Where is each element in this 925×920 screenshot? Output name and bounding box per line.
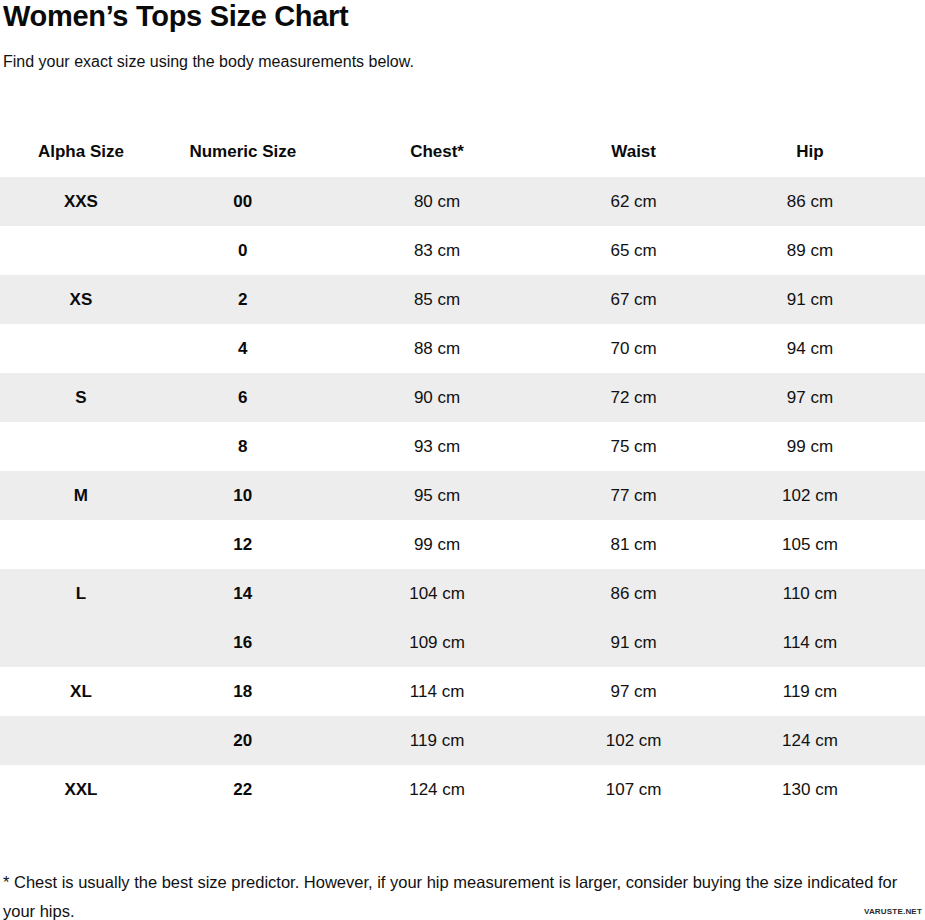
cell-waist: 86 cm	[550, 569, 717, 618]
cell-chest: 95 cm	[324, 471, 551, 520]
table-row: M1095 cm77 cm102 cm	[0, 471, 925, 520]
cell-chest: 119 cm	[324, 716, 551, 765]
cell-chest: 114 cm	[324, 667, 551, 716]
cell-alpha	[0, 422, 162, 471]
cell-waist: 91 cm	[550, 618, 717, 667]
cell-alpha	[0, 324, 162, 373]
cell-hip: 99 cm	[717, 422, 925, 471]
page-title: Women’s Tops Size Chart	[0, 0, 925, 32]
table-row: 893 cm75 cm99 cm	[0, 422, 925, 471]
watermark: VARUSTE.NET	[864, 907, 922, 916]
table-row: 20119 cm102 cm124 cm	[0, 716, 925, 765]
cell-numeric: 0	[162, 226, 324, 275]
cell-numeric: 20	[162, 716, 324, 765]
cell-chest: 109 cm	[324, 618, 551, 667]
cell-alpha: XL	[0, 667, 162, 716]
table-row: 488 cm70 cm94 cm	[0, 324, 925, 373]
cell-waist: 75 cm	[550, 422, 717, 471]
cell-numeric: 4	[162, 324, 324, 373]
cell-hip: 91 cm	[717, 275, 925, 324]
cell-chest: 124 cm	[324, 765, 551, 814]
cell-hip: 110 cm	[717, 569, 925, 618]
table-row: 1299 cm81 cm105 cm	[0, 520, 925, 569]
size-chart-page: Women’s Tops Size Chart Find your exact …	[0, 0, 925, 920]
cell-numeric: 14	[162, 569, 324, 618]
cell-waist: 77 cm	[550, 471, 717, 520]
table-row: XXL22124 cm107 cm130 cm	[0, 765, 925, 814]
cell-hip: 130 cm	[717, 765, 925, 814]
cell-waist: 72 cm	[550, 373, 717, 422]
cell-numeric: 16	[162, 618, 324, 667]
chest-footnote: * Chest is usually the best size predict…	[0, 868, 925, 920]
cell-hip: 86 cm	[717, 177, 925, 226]
cell-alpha: S	[0, 373, 162, 422]
cell-numeric: 18	[162, 667, 324, 716]
cell-waist: 102 cm	[550, 716, 717, 765]
table-row: L14104 cm86 cm110 cm	[0, 569, 925, 618]
cell-numeric: 2	[162, 275, 324, 324]
cell-alpha: XXS	[0, 177, 162, 226]
cell-alpha: M	[0, 471, 162, 520]
column-header-chest: Chest*	[324, 127, 551, 177]
table-row: XL18114 cm97 cm119 cm	[0, 667, 925, 716]
table-row: 083 cm65 cm89 cm	[0, 226, 925, 275]
cell-waist: 62 cm	[550, 177, 717, 226]
column-header-waist: Waist	[550, 127, 717, 177]
cell-chest: 88 cm	[324, 324, 551, 373]
cell-alpha	[0, 226, 162, 275]
column-header-hip: Hip	[717, 127, 925, 177]
cell-waist: 67 cm	[550, 275, 717, 324]
size-table: Alpha SizeNumeric SizeChest*WaistHip XXS…	[0, 127, 925, 814]
cell-numeric: 00	[162, 177, 324, 226]
cell-chest: 99 cm	[324, 520, 551, 569]
cell-alpha: L	[0, 569, 162, 618]
cell-numeric: 8	[162, 422, 324, 471]
cell-hip: 119 cm	[717, 667, 925, 716]
cell-chest: 90 cm	[324, 373, 551, 422]
column-header-alpha-size: Alpha Size	[0, 127, 162, 177]
cell-hip: 89 cm	[717, 226, 925, 275]
cell-waist: 65 cm	[550, 226, 717, 275]
cell-chest: 85 cm	[324, 275, 551, 324]
cell-numeric: 6	[162, 373, 324, 422]
cell-numeric: 10	[162, 471, 324, 520]
cell-waist: 107 cm	[550, 765, 717, 814]
cell-waist: 70 cm	[550, 324, 717, 373]
table-row: XXS0080 cm62 cm86 cm	[0, 177, 925, 226]
cell-hip: 105 cm	[717, 520, 925, 569]
cell-chest: 104 cm	[324, 569, 551, 618]
cell-chest: 83 cm	[324, 226, 551, 275]
cell-hip: 102 cm	[717, 471, 925, 520]
page-subtitle: Find your exact size using the body meas…	[0, 51, 925, 73]
table-header-row: Alpha SizeNumeric SizeChest*WaistHip	[0, 127, 925, 177]
cell-hip: 97 cm	[717, 373, 925, 422]
cell-alpha: XXL	[0, 765, 162, 814]
cell-waist: 81 cm	[550, 520, 717, 569]
cell-hip: 114 cm	[717, 618, 925, 667]
cell-alpha: XS	[0, 275, 162, 324]
table-row: S690 cm72 cm97 cm	[0, 373, 925, 422]
cell-chest: 80 cm	[324, 177, 551, 226]
cell-hip: 124 cm	[717, 716, 925, 765]
cell-chest: 93 cm	[324, 422, 551, 471]
cell-alpha	[0, 520, 162, 569]
cell-alpha	[0, 618, 162, 667]
column-header-numeric-size: Numeric Size	[162, 127, 324, 177]
table-row: XS285 cm67 cm91 cm	[0, 275, 925, 324]
cell-hip: 94 cm	[717, 324, 925, 373]
table-row: 16109 cm91 cm114 cm	[0, 618, 925, 667]
cell-alpha	[0, 716, 162, 765]
cell-waist: 97 cm	[550, 667, 717, 716]
cell-numeric: 22	[162, 765, 324, 814]
cell-numeric: 12	[162, 520, 324, 569]
